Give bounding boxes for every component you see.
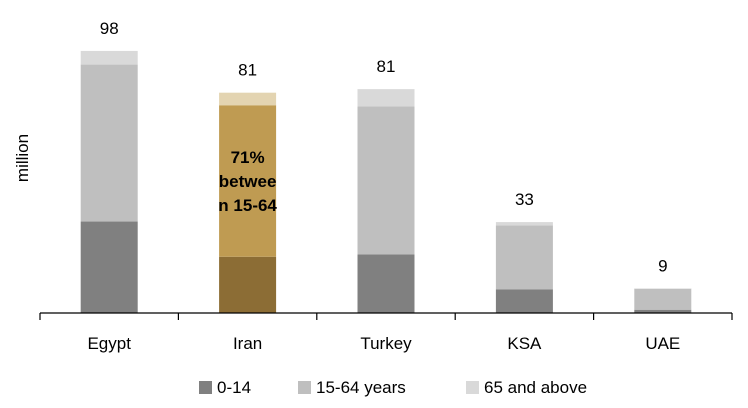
bar-segment-turkey-0-14	[357, 254, 415, 313]
labels-layer: 98 Egypt 81 Iran 81 Turkey 33 KSA 9 UAE	[87, 19, 680, 353]
x-tick-label-egypt: Egypt	[87, 334, 131, 353]
bar-segment-ksa-0-14	[495, 289, 553, 313]
bar-segment-iran-65-and-above	[219, 92, 277, 106]
x-tick-label-ksa: KSA	[507, 334, 542, 353]
bar-segment-turkey-65-and-above	[357, 89, 415, 107]
bar-annotation: 71% betwee n 15-64	[218, 148, 277, 215]
total-label-ksa: 33	[515, 190, 534, 209]
bar-segment-turkey-15-64-years	[357, 106, 415, 255]
total-label-uae: 9	[658, 256, 667, 275]
annotation-line: betwee	[219, 172, 277, 191]
legend-label-15-64-years: 15-64 years	[316, 378, 406, 397]
bars-layer	[80, 50, 692, 313]
legend-swatch-65-and-above	[466, 381, 479, 394]
bar-segment-iran-15-64-years	[219, 105, 277, 257]
total-label-egypt: 98	[100, 19, 119, 38]
x-tick-label-turkey: Turkey	[360, 334, 412, 353]
annotation-line: 71%	[231, 148, 265, 167]
x-tick-label-uae: UAE	[645, 334, 680, 353]
bar-segment-uae-0-14	[634, 309, 692, 313]
bar-segment-egypt-0-14	[80, 221, 138, 313]
legend: 0-14 15-64 years 65 and above	[199, 378, 587, 397]
bar-segment-iran-0-14	[219, 256, 277, 313]
bar-segment-ksa-15-64-years	[495, 225, 553, 290]
legend-label-0-14: 0-14	[217, 378, 251, 397]
x-tick-label-iran: Iran	[233, 334, 262, 353]
legend-swatch-0-14	[199, 381, 212, 394]
bar-segment-egypt-65-and-above	[80, 50, 138, 65]
bar-segment-uae-65-and-above	[634, 288, 692, 289]
total-label-iran: 81	[238, 61, 257, 80]
legend-label-65-and-above: 65 and above	[484, 378, 587, 397]
bar-segment-egypt-15-64-years	[80, 64, 138, 222]
bar-segment-uae-15-64-years	[634, 288, 692, 310]
y-axis-label: million	[13, 134, 32, 182]
legend-swatch-15-64-years	[298, 381, 311, 394]
x-axis-ticks	[39, 313, 733, 320]
bar-segment-ksa-65-and-above	[495, 222, 553, 226]
annotation-line: n 15-64	[218, 196, 277, 215]
total-label-turkey: 81	[377, 57, 396, 76]
